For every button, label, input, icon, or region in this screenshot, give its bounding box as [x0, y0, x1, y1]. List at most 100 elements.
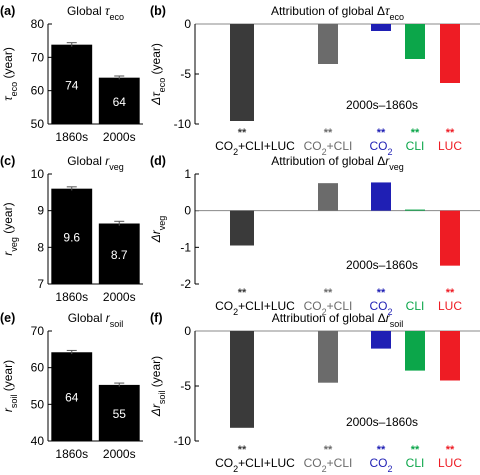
- y-tick-label: 1: [184, 167, 191, 181]
- title-main: Global: [67, 154, 105, 168]
- title-subscript: veg: [109, 162, 124, 172]
- ylabel-subscript: soil: [9, 395, 19, 409]
- category-text: CO: [304, 456, 322, 470]
- title-subscript: veg: [389, 162, 404, 172]
- significance-mark: **: [324, 444, 333, 456]
- title-main: Attribution of global Δ: [272, 311, 386, 325]
- category-text: CLI: [406, 299, 425, 313]
- category-label: 1860s: [55, 130, 88, 144]
- y-tick-label: 7: [37, 277, 44, 291]
- category-text: LUC: [438, 456, 462, 470]
- category-label: CLI: [406, 299, 425, 313]
- bar-luc: [440, 331, 460, 381]
- title-symbol: r: [386, 311, 391, 325]
- panel-title: Global rsoil: [68, 311, 124, 329]
- category-label: 2000s: [103, 447, 136, 461]
- category-text: +CLI: [327, 456, 353, 470]
- category-label: CO2​+CLI: [304, 456, 353, 474]
- category-label: CLI: [406, 139, 425, 153]
- panel-label: (b): [150, 4, 166, 18]
- subscript-text: 2: [322, 147, 327, 157]
- ylabel-symbol: r: [1, 407, 15, 412]
- ylabel-symbol: τ: [1, 95, 15, 101]
- title-main: Attribution of global Δ: [271, 4, 385, 18]
- category-text: CO: [369, 139, 387, 153]
- subscript-text: 2: [387, 147, 392, 157]
- title-subscript: eco: [110, 12, 125, 22]
- category-label: LUC: [438, 139, 462, 153]
- category-label: 2000s: [103, 130, 136, 144]
- y-tick-label: 40: [31, 434, 45, 448]
- y-axis-label: Δτeco (year): [149, 43, 167, 106]
- category-text: CO: [304, 139, 322, 153]
- category-label: CO2​+CLI: [304, 299, 353, 317]
- category-label: CLI: [406, 456, 425, 470]
- title-symbol: τ: [385, 4, 391, 18]
- bar-cli: [405, 331, 425, 371]
- y-axis-label: Δrveg: [149, 216, 167, 244]
- ylabel-unit: (year): [149, 43, 163, 78]
- category-text: CLI: [406, 139, 425, 153]
- category-text: +CLI+LUC: [238, 139, 295, 153]
- ylabel-symbol: Δr: [149, 229, 163, 243]
- period-annotation: 2000s–1860s: [346, 415, 418, 429]
- value-label: 64: [65, 391, 79, 405]
- category-label: CO2​+CLI+LUC: [215, 299, 295, 317]
- value-label: 8.7: [111, 248, 128, 262]
- ylabel-symbol: Δτ: [149, 91, 163, 106]
- significance-mark: **: [411, 444, 420, 456]
- bar-2000s: [98, 223, 140, 284]
- value-label: 64: [113, 95, 127, 109]
- y-tick-label: -2: [180, 277, 191, 291]
- category-text: +CLI: [327, 299, 353, 313]
- bar-co2+cli+luc: [230, 24, 254, 121]
- significance-mark: **: [324, 127, 333, 139]
- title-main: Global: [67, 4, 105, 18]
- panel-d: (d) Attribution of global ΔrvegΔrveg-2-10…: [149, 154, 480, 317]
- ylabel-subscript: veg: [157, 216, 167, 231]
- bar-1860s: [51, 44, 93, 124]
- category-text: CO: [215, 139, 233, 153]
- y-tick-label: -10: [174, 117, 192, 131]
- category-text: CO: [369, 299, 387, 313]
- ylabel-unit: (year): [149, 356, 163, 391]
- y-tick-label: 50: [31, 397, 45, 411]
- bar-co2+cli+luc: [230, 210, 254, 246]
- y-tick-label: -10: [174, 434, 192, 448]
- title-subscript: soil: [390, 319, 404, 329]
- subscript-text: 2: [233, 464, 238, 474]
- category-text: CO: [215, 299, 233, 313]
- y-tick-label: 60: [31, 361, 45, 375]
- category-label: 1860s: [55, 290, 88, 304]
- title-symbol: τ: [105, 4, 111, 18]
- y-axis-label: Δrsoil (year): [149, 356, 167, 417]
- panel-title: Attribution of global Δrveg: [271, 154, 404, 172]
- bar-luc: [440, 24, 460, 83]
- y-tick-label: 0: [184, 324, 191, 338]
- category-text: +CLI: [327, 139, 353, 153]
- significance-mark: **: [446, 127, 455, 139]
- bar-luc: [440, 210, 460, 266]
- panel-label: (a): [0, 4, 15, 18]
- bar-co2+cli: [318, 24, 338, 64]
- category-label: CO2​: [369, 139, 392, 157]
- y-tick-label: 80: [31, 17, 45, 31]
- ylabel-subscript: veg: [9, 237, 19, 252]
- category-label: CO2​: [369, 299, 392, 317]
- y-tick-label: -1: [180, 240, 191, 254]
- ylabel-unit: (year): [1, 360, 15, 395]
- y-tick-label: 0: [184, 204, 191, 218]
- subscript-text: 2: [387, 307, 392, 317]
- y-tick-label: 10: [31, 167, 45, 181]
- bar-co2+cli+luc: [230, 331, 254, 428]
- y-tick-label: 50: [31, 117, 45, 131]
- value-label: 9.6: [63, 230, 80, 244]
- significance-mark: **: [377, 287, 386, 299]
- significance-mark: **: [324, 287, 333, 299]
- bar-2000s: [98, 384, 140, 441]
- title-main: Attribution of global Δ: [271, 154, 385, 168]
- y-axis-label: rveg (year): [1, 202, 19, 255]
- title-subscript: eco: [390, 12, 405, 22]
- category-text: CO: [304, 299, 322, 313]
